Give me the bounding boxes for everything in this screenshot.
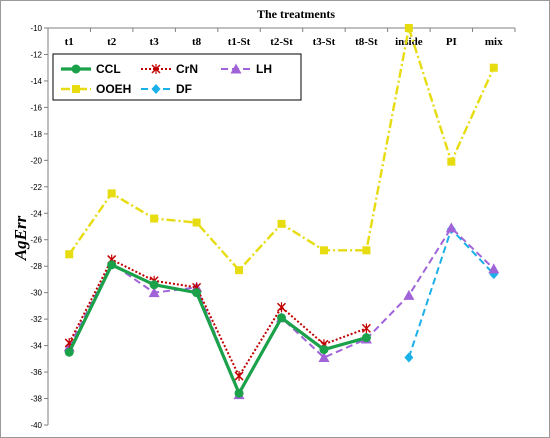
series-ooeh-marker	[192, 218, 201, 227]
series-ccl-marker	[361, 333, 371, 343]
x-tick-label: t1-St	[228, 36, 251, 48]
legend-label: LH	[256, 62, 272, 76]
series-lh-marker	[488, 263, 500, 274]
series-ooeh-marker	[65, 250, 74, 259]
series-ooeh-marker	[277, 219, 286, 228]
y-tick-label: -24	[30, 209, 42, 218]
series-crn-marker	[234, 371, 244, 382]
series-ccl-marker	[277, 313, 286, 323]
series-ooeh-marker	[235, 266, 244, 275]
series-line-crn	[68, 258, 367, 378]
series-ooeh-marker	[447, 157, 456, 166]
series-lh-marker	[403, 289, 415, 300]
y-tick-label: -34	[30, 342, 42, 351]
series-crn-marker	[276, 302, 287, 313]
legend-ccl-marker	[71, 64, 81, 74]
legend-item-lh: LH	[221, 62, 272, 76]
series-ooeh-marker	[319, 246, 328, 255]
legend-item-ooeh: OOEH	[61, 82, 131, 96]
series-lh-marker	[445, 222, 457, 233]
legend-df-marker	[151, 84, 161, 94]
legend-label: CrN	[176, 62, 198, 76]
x-tick-label: inside	[395, 36, 423, 48]
series-ooeh-marker	[362, 246, 371, 255]
series-ooeh-marker	[150, 214, 159, 223]
y-tick-label: -10	[30, 24, 42, 33]
legend: CCL CrN LH OOEH DF	[52, 53, 302, 101]
legend-lh-marker	[230, 63, 242, 74]
y-tick-label: -30	[30, 289, 42, 298]
x-tick-label: t8-St	[355, 36, 378, 48]
series-ccl-marker	[192, 288, 202, 298]
y-tick-label: -32	[30, 315, 42, 324]
series-ooeh-marker	[404, 24, 413, 32]
y-tick-label: -16	[30, 103, 42, 112]
x-tick-label: t3	[150, 36, 160, 48]
y-tick-label: -36	[30, 368, 42, 377]
legend-crn-marker	[151, 64, 161, 74]
y-tick-label: -40	[30, 421, 42, 430]
x-tick-label: PI	[446, 36, 457, 48]
y-tick-label: -12	[30, 50, 42, 59]
series-layer	[63, 24, 500, 400]
series-line-ccl	[67, 263, 367, 395]
y-axis-label: AgErr	[11, 215, 30, 261]
legend-ooeh-marker	[72, 85, 80, 93]
series-ooeh-marker	[107, 189, 116, 198]
x-tick-label: t1	[65, 36, 74, 48]
chart-title: The treatments	[257, 7, 335, 21]
x-tick-label: t2-St	[270, 36, 293, 48]
series-ooeh-marker	[489, 63, 498, 72]
legend-item-df: DF	[141, 82, 192, 96]
legend-item-crn: CrN	[141, 62, 198, 76]
legend-box	[52, 53, 302, 101]
series-ccl-marker	[107, 260, 117, 270]
x-tick-label: t3-St	[313, 36, 336, 48]
axes: -10 -12 -14 -16 -18 -20 -22 -24 -26 -28 -30 -32 -34 -…	[30, 24, 516, 430]
legend-label: DF	[176, 82, 192, 96]
legend-label: CCL	[96, 62, 121, 76]
y-tick-label: -20	[30, 156, 42, 165]
y-tick-label: -18	[30, 130, 42, 139]
y-tick-label: -38	[30, 395, 42, 404]
x-tick-label: mix	[485, 36, 503, 48]
legend-item-ccl: CCL	[61, 62, 121, 76]
x-tick-label: t8	[192, 36, 202, 48]
series-ccl	[64, 260, 371, 398]
x-tick-label: t2	[107, 36, 117, 48]
y-tick-label: -26	[30, 236, 42, 245]
series-ccl-marker	[149, 280, 159, 290]
series-ccl-marker	[234, 388, 244, 398]
y-tick-label: -14	[30, 77, 42, 86]
series-df-marker	[404, 352, 414, 363]
series-lh-marker	[318, 352, 330, 363]
y-tick-label: -22	[30, 183, 42, 192]
legend-label: OOEH	[96, 82, 131, 96]
series-crn-marker	[361, 323, 371, 334]
series-ooeh	[65, 24, 498, 275]
series-lh-marker	[148, 287, 160, 298]
y-tick-label: -28	[30, 262, 42, 271]
series-ccl-marker	[319, 345, 329, 355]
series-ccl-marker	[64, 347, 74, 357]
